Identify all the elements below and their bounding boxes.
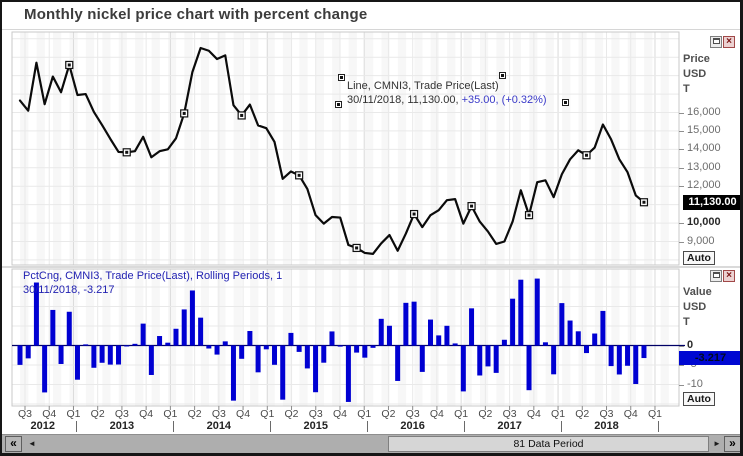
xaxis-year-label: 2013 bbox=[109, 420, 135, 432]
price-tick-mark bbox=[679, 223, 684, 225]
xaxis-quarter-label: Q4 bbox=[42, 408, 57, 420]
pct-axis-unit: USD bbox=[683, 301, 707, 313]
xaxis-year-separator bbox=[173, 421, 175, 432]
xaxis-quarter-label: Q3 bbox=[502, 408, 517, 420]
price-tick-label: 16,000 bbox=[687, 105, 721, 118]
restore-window-icon[interactable] bbox=[710, 36, 722, 48]
pct-tick-label: 0 bbox=[687, 338, 694, 351]
scroll-right-arrow-icon[interactable]: ► bbox=[713, 439, 721, 448]
xaxis-quarter-label: Q4 bbox=[139, 408, 154, 420]
xaxis-quarter-label: Q2 bbox=[478, 408, 493, 420]
selection-handle[interactable] bbox=[338, 74, 345, 81]
price-axis-unit: Price bbox=[683, 53, 710, 65]
xaxis-quarter-label: Q2 bbox=[284, 408, 299, 420]
pct-tick-label: -10 bbox=[687, 377, 703, 390]
price-tick-label: 14,000 bbox=[687, 142, 721, 155]
xaxis-year-separator bbox=[76, 421, 78, 432]
pct-legend-line1: PctCng, CMNI3, Trade Price(Last), Rollin… bbox=[23, 270, 283, 282]
xaxis-quarter-label: Q4 bbox=[623, 408, 638, 420]
xaxis-year-separator bbox=[270, 421, 272, 432]
price-change-text: +35.00, (+0.32%) bbox=[461, 94, 547, 106]
page-title: Monthly nickel price chart with percent … bbox=[24, 6, 368, 23]
pct-auto-scale-button[interactable]: Auto bbox=[683, 392, 715, 406]
xaxis-year-separator bbox=[464, 421, 466, 432]
xaxis-quarter-label: Q2 bbox=[575, 408, 590, 420]
close-icon[interactable]: × bbox=[723, 270, 735, 282]
pct-tick-mark bbox=[679, 384, 684, 386]
price-tick-label: 12,000 bbox=[687, 179, 721, 192]
xaxis-year-label: 2016 bbox=[400, 420, 425, 432]
price-tick-mark bbox=[679, 241, 684, 243]
xaxis-quarter-label: Q4 bbox=[236, 408, 251, 420]
xaxis-quarter-label: Q3 bbox=[405, 408, 420, 420]
selection-handle[interactable] bbox=[499, 72, 506, 79]
pct-tick-mark bbox=[679, 345, 684, 347]
xaxis-year-separator bbox=[561, 421, 563, 432]
xaxis-quarter-label: Q4 bbox=[429, 408, 444, 420]
xaxis-year-label: 2017 bbox=[497, 420, 522, 432]
xaxis-quarter-label: Q3 bbox=[114, 408, 129, 420]
xaxis-year-label: 2015 bbox=[303, 420, 328, 432]
pct-tick-mark bbox=[679, 365, 684, 366]
price-tick-label: 9,000 bbox=[687, 234, 715, 247]
xaxis-quarter-label: Q4 bbox=[526, 408, 541, 420]
price-tick-label: 10,000 bbox=[687, 216, 721, 229]
xaxis-quarter-label: Q2 bbox=[90, 408, 105, 420]
xaxis-quarter-label: Q1 bbox=[260, 408, 275, 420]
price-legend-line2: 30/11/2018, 11,130.00, +35.00, (+0.32%) bbox=[347, 94, 547, 106]
title-bar: Monthly nickel price chart with percent … bbox=[2, 2, 740, 28]
xaxis-year-separator bbox=[367, 421, 369, 432]
xaxis-quarter-label: Q3 bbox=[211, 408, 226, 420]
xaxis-year-label: 2014 bbox=[206, 420, 232, 432]
xaxis-quarter-label: Q2 bbox=[381, 408, 396, 420]
time-scrollbar[interactable]: « ◄ 81 Data Period ► » bbox=[2, 434, 740, 453]
pct-axis-unit: T bbox=[683, 316, 690, 328]
scroll-left-arrow-icon[interactable]: ◄ bbox=[28, 439, 36, 448]
price-legend[interactable]: Line, CMNI3, Trade Price(Last) 30/11/201… bbox=[347, 79, 547, 107]
price-axis-unit: T bbox=[683, 83, 690, 95]
xaxis-year-label: 2018 bbox=[594, 420, 619, 432]
close-icon[interactable]: × bbox=[723, 36, 735, 48]
scroll-fast-right-button[interactable]: » bbox=[724, 436, 740, 452]
xaxis-year-label: 2012 bbox=[30, 420, 55, 432]
xaxis-quarter-label: Q1 bbox=[66, 408, 81, 420]
pct-legend-line2: 30/11/2018, -3.217 bbox=[23, 284, 115, 296]
price-auto-scale-button[interactable]: Auto bbox=[683, 251, 715, 265]
xaxis-quarter-label: Q1 bbox=[647, 408, 662, 420]
price-legend-line1: Line, CMNI3, Trade Price(Last) bbox=[347, 80, 499, 92]
scrollbar-thumb[interactable]: 81 Data Period bbox=[388, 436, 709, 452]
price-axis-unit: USD bbox=[683, 68, 707, 80]
price-tick-mark bbox=[679, 112, 684, 114]
xaxis-quarter-label: Q1 bbox=[454, 408, 469, 420]
price-tick-mark bbox=[679, 130, 684, 132]
xaxis-quarter-label: Q4 bbox=[332, 408, 347, 420]
price-tick-label: 13,000 bbox=[687, 160, 721, 173]
xaxis-year-separator bbox=[657, 421, 659, 432]
price-tick-label: 15,000 bbox=[687, 123, 721, 136]
xaxis-quarter-label: Q1 bbox=[357, 408, 372, 420]
restore-window-icon[interactable] bbox=[710, 270, 722, 282]
xaxis-quarter-label: Q2 bbox=[187, 408, 202, 420]
xaxis-quarter-label: Q1 bbox=[551, 408, 566, 420]
selection-handle[interactable] bbox=[335, 101, 342, 108]
price-tick-mark bbox=[679, 149, 684, 151]
xaxis-quarter-label: Q3 bbox=[599, 408, 614, 420]
selection-handle[interactable] bbox=[562, 99, 569, 106]
last-value-tag: -3.217 bbox=[679, 351, 740, 365]
price-tick-mark bbox=[679, 167, 684, 169]
xaxis-quarter-label: Q3 bbox=[308, 408, 323, 420]
xaxis-quarter-label: Q1 bbox=[163, 408, 178, 420]
scroll-fast-left-button[interactable]: « bbox=[5, 436, 22, 452]
pct-axis-unit: Value bbox=[683, 286, 712, 298]
last-price-tag: 11,130.00 bbox=[683, 195, 740, 210]
pct-legend[interactable]: PctCng, CMNI3, Trade Price(Last), Rollin… bbox=[23, 269, 282, 297]
xaxis-quarter-label: Q3 bbox=[17, 408, 32, 420]
price-tick-mark bbox=[679, 186, 684, 188]
title-divider bbox=[2, 29, 740, 30]
